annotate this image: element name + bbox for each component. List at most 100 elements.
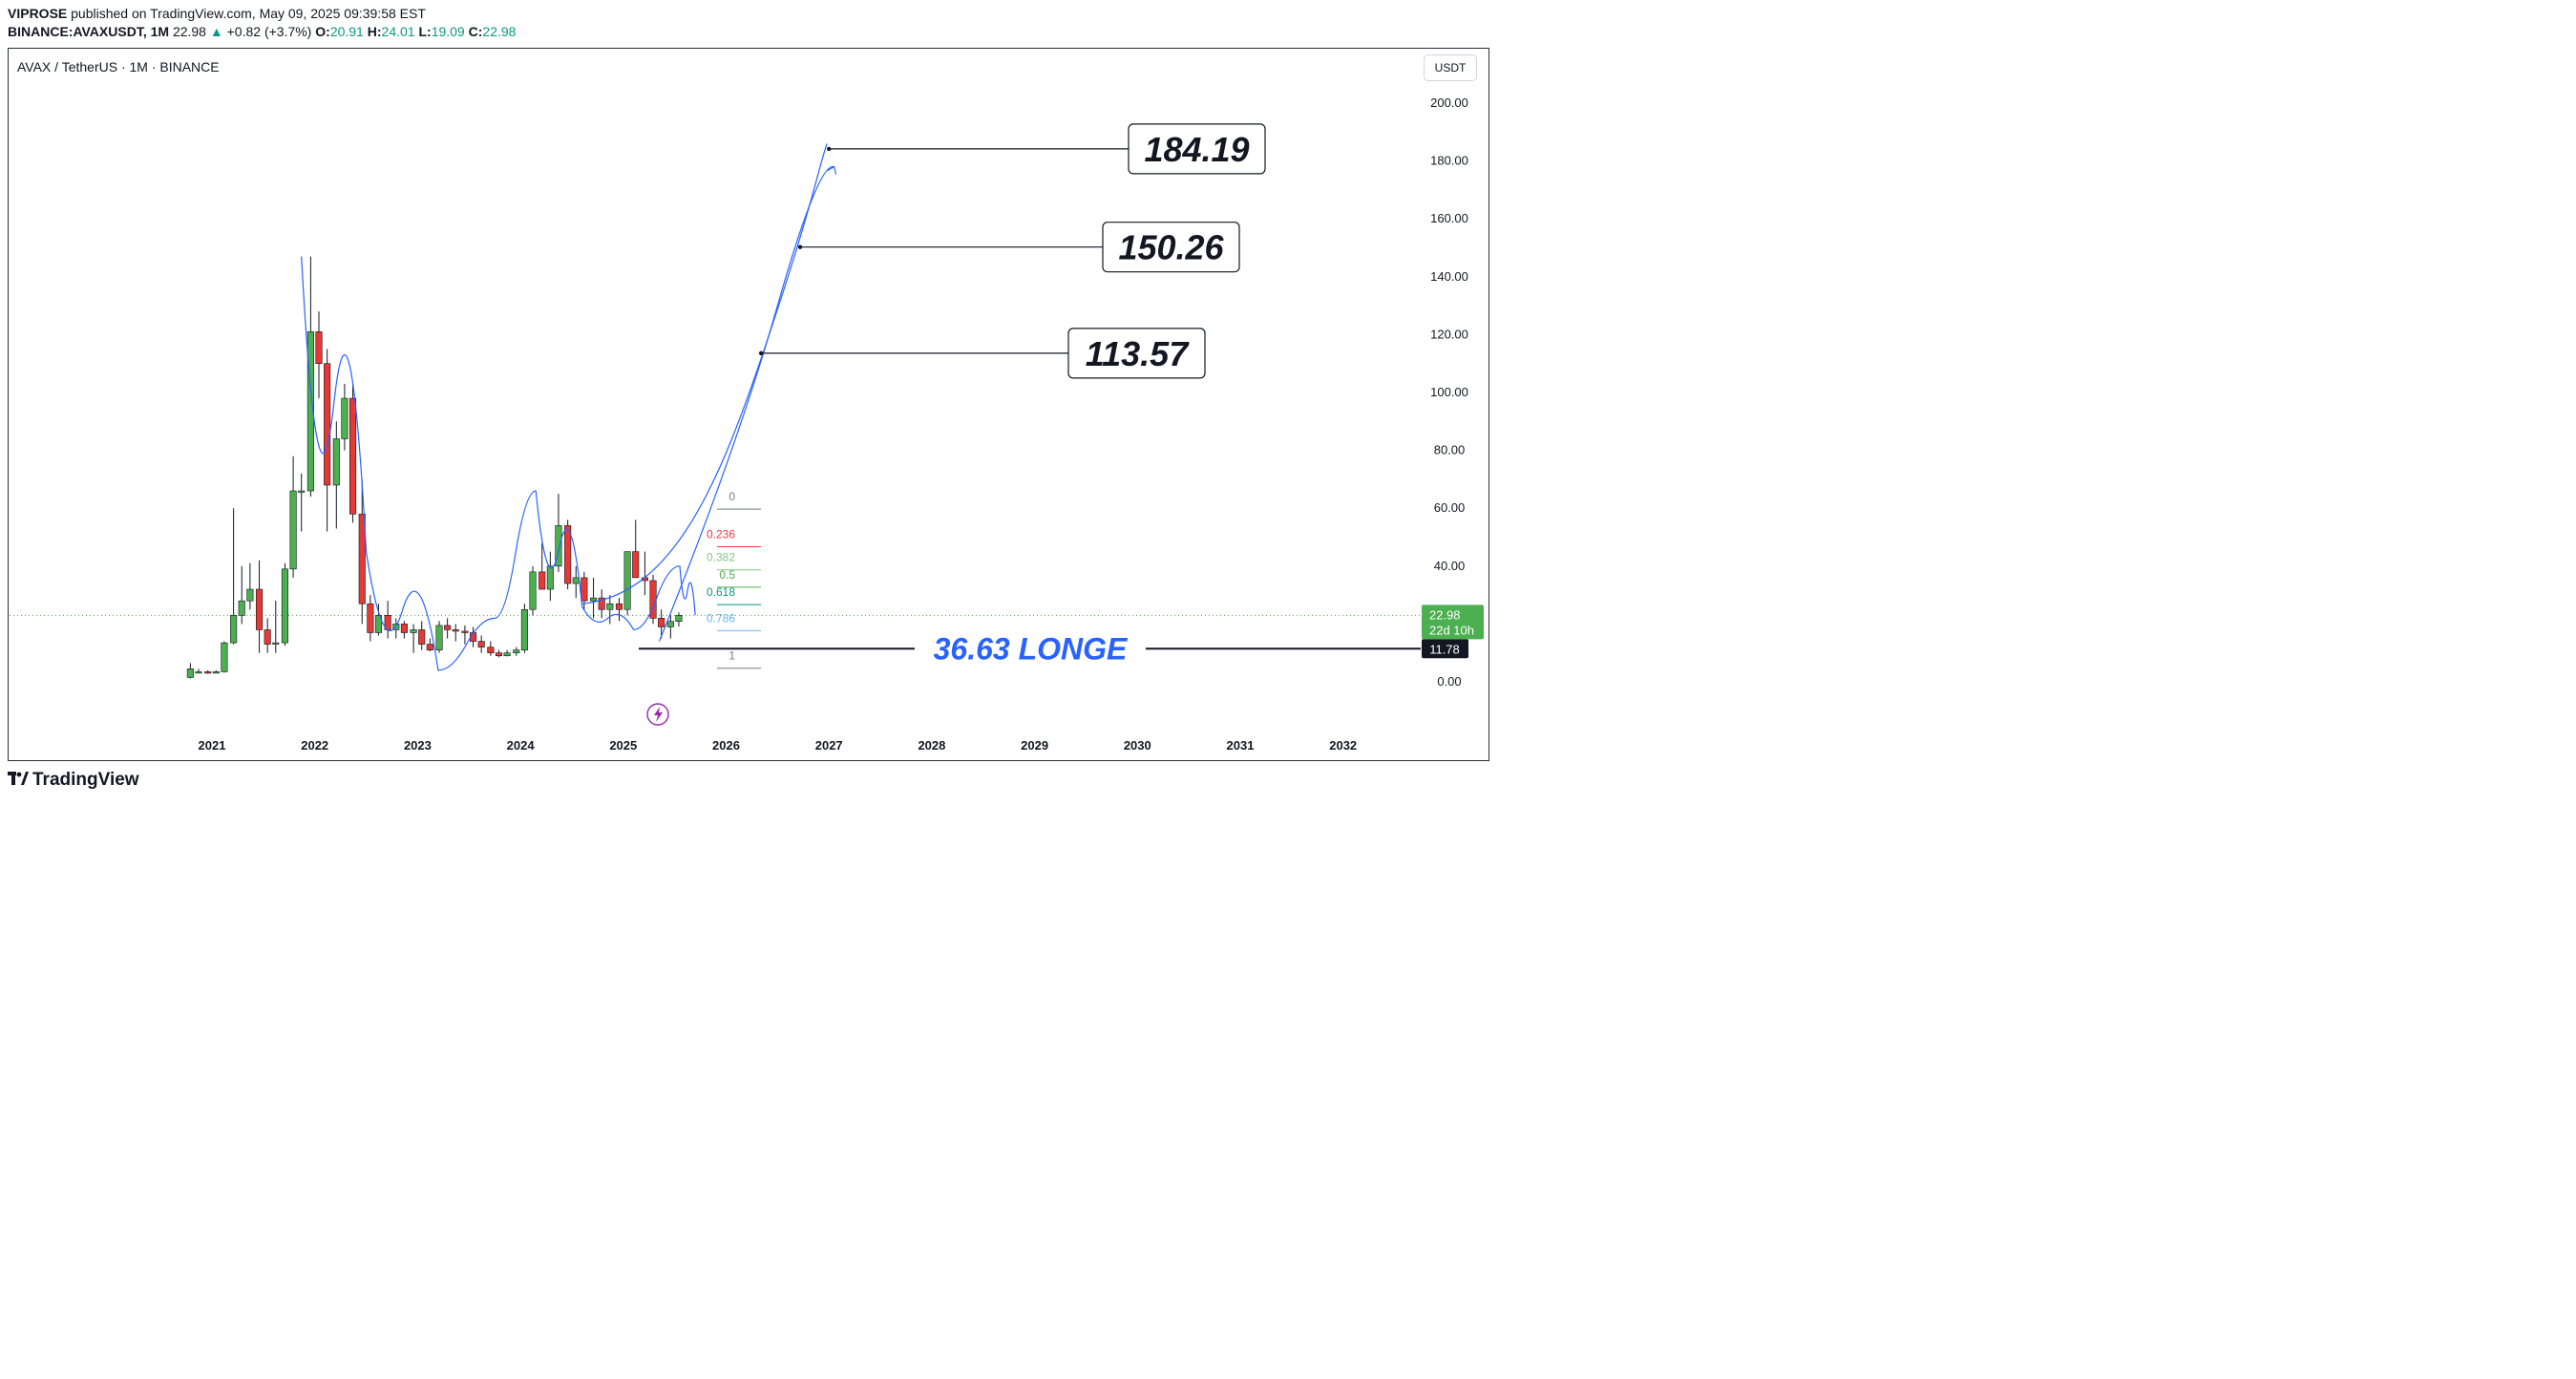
y-tick-label: 60.00 bbox=[1434, 500, 1466, 515]
wave-drawing bbox=[301, 256, 696, 671]
candle-up bbox=[212, 671, 220, 674]
forecast-arrow bbox=[658, 166, 834, 642]
candle-down bbox=[400, 624, 408, 633]
y-tick-label: 200.00 bbox=[1430, 95, 1468, 110]
candle-up bbox=[435, 625, 443, 650]
target-box bbox=[1067, 328, 1206, 379]
chart-frame bbox=[8, 48, 1489, 761]
candle-up bbox=[272, 642, 280, 645]
x-tick-label: 2030 bbox=[1124, 738, 1151, 753]
target-dot bbox=[758, 350, 764, 356]
candle-up bbox=[590, 597, 598, 602]
fib-label: 0 bbox=[728, 490, 735, 503]
candle-up bbox=[246, 588, 254, 602]
price-chart[interactable]: 200.00180.00160.00140.00120.00100.0080.0… bbox=[0, 0, 1497, 798]
x-tick-label: 2023 bbox=[404, 738, 432, 753]
candle-up bbox=[555, 525, 562, 567]
lightning-icon-glyph bbox=[654, 707, 663, 722]
low-value: 19.09 bbox=[431, 24, 465, 39]
y-tick-label: 180.00 bbox=[1430, 154, 1468, 168]
fib-label: 0.786 bbox=[707, 611, 735, 625]
high-label: H: bbox=[367, 24, 382, 39]
fib-label: 0.618 bbox=[707, 585, 735, 599]
x-tick-label: 2025 bbox=[609, 738, 637, 753]
target-dot bbox=[827, 146, 832, 152]
candle-up bbox=[503, 652, 511, 657]
candle-down bbox=[487, 647, 495, 654]
candle-down bbox=[348, 397, 357, 515]
candle-up bbox=[332, 438, 340, 486]
y-tick-label: 100.00 bbox=[1430, 385, 1468, 399]
candle-up bbox=[221, 642, 228, 672]
candle-down bbox=[324, 363, 331, 486]
candle-down bbox=[615, 603, 623, 610]
y-tick-label: 80.00 bbox=[1434, 443, 1466, 457]
candle-down bbox=[658, 618, 665, 627]
long-label: 36.63 LONGE bbox=[934, 631, 1129, 666]
symbol-label: BINANCE:AVAXUSDT, 1M bbox=[8, 24, 170, 39]
currency-button[interactable]: USDT bbox=[1424, 54, 1477, 81]
candle-up bbox=[410, 629, 417, 633]
x-tick-label: 2029 bbox=[1021, 738, 1048, 753]
candle-up bbox=[520, 608, 528, 650]
candle-down bbox=[315, 331, 323, 364]
candle-down bbox=[452, 629, 459, 632]
candle-up bbox=[238, 600, 245, 616]
fib-label: 1 bbox=[728, 649, 735, 663]
ohlc-legend: BINANCE:AVAXUSDT, 1M 22.98 ▲ +0.82 (+3.7… bbox=[8, 24, 516, 39]
pane-title: AVAX / TetherUS · 1M · BINANCE bbox=[17, 59, 220, 74]
support-price-label: 11.78 bbox=[1429, 642, 1460, 656]
y-tick-label: 160.00 bbox=[1430, 211, 1468, 225]
candle-down bbox=[495, 652, 503, 657]
candle-down bbox=[418, 629, 426, 645]
footer-brand[interactable]: TradingView bbox=[8, 770, 139, 791]
y-tick-label: 140.00 bbox=[1430, 269, 1468, 284]
candle-down bbox=[564, 525, 572, 584]
target-label: 113.57 bbox=[1086, 334, 1190, 373]
candle-down bbox=[581, 577, 588, 602]
high-value: 24.01 bbox=[381, 24, 415, 39]
published-text: published on TradingView.com, May 09, 20… bbox=[71, 6, 426, 21]
candle-up bbox=[186, 668, 194, 678]
close-value: 22.98 bbox=[482, 24, 517, 39]
candle-up bbox=[298, 490, 306, 493]
low-label: L: bbox=[418, 24, 432, 39]
candle-up bbox=[572, 577, 580, 584]
x-tick-label: 2028 bbox=[918, 738, 945, 753]
candle-down bbox=[632, 551, 640, 579]
target-box bbox=[1102, 222, 1240, 273]
x-tick-label: 2031 bbox=[1227, 738, 1255, 753]
candle-down bbox=[477, 641, 485, 647]
candle-down bbox=[358, 513, 366, 605]
fib-label: 0.382 bbox=[707, 551, 735, 564]
candle-up bbox=[529, 571, 537, 610]
target-label: 150.26 bbox=[1118, 228, 1224, 267]
candle-up bbox=[195, 671, 202, 674]
candle-down bbox=[598, 597, 605, 610]
open-label: O: bbox=[315, 24, 330, 39]
candle-up bbox=[513, 649, 520, 653]
candle-down bbox=[264, 629, 271, 645]
open-value: 20.91 bbox=[329, 24, 364, 39]
change-arrow-icon: ▲ bbox=[209, 24, 223, 39]
fib-label: 0.236 bbox=[707, 527, 735, 541]
x-tick-label: 2026 bbox=[712, 738, 740, 753]
target-dot bbox=[797, 244, 803, 249]
candle-down bbox=[367, 603, 374, 633]
author-name[interactable]: VIPROSE bbox=[8, 6, 68, 21]
candle-down bbox=[444, 625, 452, 630]
countdown-label: 22d 10h bbox=[1429, 623, 1474, 637]
candle-down bbox=[255, 588, 264, 630]
candle-up bbox=[623, 551, 631, 610]
support-price-tag bbox=[1422, 639, 1468, 659]
publish-info: VIPROSE published on TradingView.com, Ma… bbox=[8, 6, 426, 21]
x-tick-label: 2032 bbox=[1329, 738, 1357, 753]
target-box bbox=[1128, 123, 1266, 175]
candle-down bbox=[538, 571, 546, 590]
x-tick-label: 2021 bbox=[199, 738, 226, 753]
y-tick-label: 120.00 bbox=[1430, 327, 1468, 341]
candle-down bbox=[461, 630, 469, 633]
candle-up bbox=[289, 490, 297, 570]
x-tick-label: 2024 bbox=[507, 738, 536, 753]
candle-up bbox=[666, 621, 674, 627]
